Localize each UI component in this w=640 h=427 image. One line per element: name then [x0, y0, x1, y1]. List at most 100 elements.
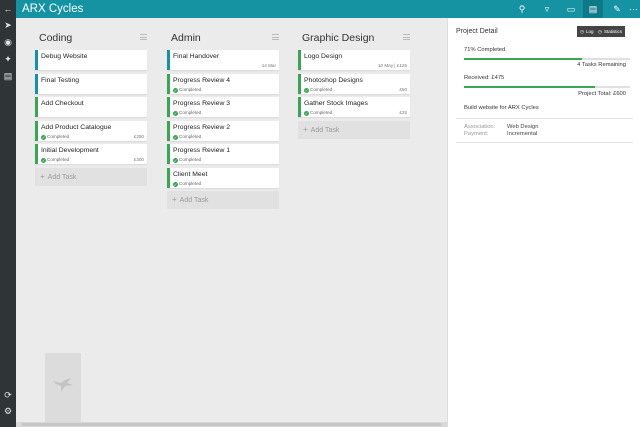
- add-task-label: Add Task: [310, 126, 340, 134]
- add-task-label: Add Task: [179, 197, 209, 204]
- add-task-label: Add Task: [47, 173, 77, 181]
- check-icon: ✓: [173, 181, 178, 187]
- add-task-button[interactable]: + Add Task: [167, 191, 279, 209]
- task-card[interactable]: Final Handover 14 Mar: [167, 50, 279, 70]
- task-status: ✓ Completed: [304, 87, 332, 93]
- received-bar: [464, 86, 630, 88]
- task-status: ✓ Completed: [41, 134, 69, 140]
- history-icon: ◷: [580, 29, 584, 34]
- board-view-icon[interactable]: ▤: [583, 0, 603, 18]
- task-status: ✓ Completed: [173, 87, 201, 93]
- task-meta: £250: [133, 133, 144, 139]
- task-name: Photoshop Designs: [304, 76, 363, 84]
- received-label: Received: £475: [464, 75, 505, 81]
- send-icon[interactable]: ➤: [4, 20, 12, 30]
- task-card[interactable]: Add Product Catalogue ✓ Completed £250: [35, 120, 147, 141]
- pin-icon[interactable]: ✦: [4, 54, 12, 64]
- plus-icon: +: [172, 195, 177, 204]
- statistics-tab-label: Statistics: [603, 29, 622, 34]
- task-status: ✓ Completed: [41, 157, 69, 163]
- task-status-text: Completed: [179, 110, 202, 115]
- payment-value: Incremental: [507, 131, 538, 137]
- hummingbird-icon: [53, 378, 73, 392]
- task-card[interactable]: Progress Review 1 ✓ Completed: [167, 144, 279, 164]
- scrollbar-thumb[interactable]: [22, 423, 441, 426]
- task-status: ✓ Completed: [173, 134, 201, 140]
- gear-icon[interactable]: ⚙: [3, 406, 13, 416]
- task-status-text: Completed: [47, 157, 70, 162]
- association-value: Web Design: [507, 124, 539, 130]
- left-rail: ← ➤ ◉ ✦ ▤ ⟳ ⚙: [0, 0, 16, 427]
- task-name: Progress Review 1: [173, 147, 231, 154]
- task-card[interactable]: Photoshop Designs ✓ Completed £50: [298, 73, 410, 94]
- task-card[interactable]: Add Checkout: [35, 97, 147, 117]
- window-icon[interactable]: ▭: [566, 4, 576, 14]
- check-icon: ✓: [304, 111, 309, 116]
- task-status: ✓ Completed: [173, 181, 201, 187]
- project-detail-panel: Project Detail ◷ Log ◷ Statistics 71% Comp…: [447, 18, 640, 427]
- task-name: Client Meet: [173, 170, 208, 178]
- column-graphic-design: Graphic Design Logo Design 10 May | £125 P…: [298, 32, 410, 139]
- column-menu-icon[interactable]: [140, 34, 147, 40]
- stats-icon: ◷: [598, 29, 602, 34]
- task-card[interactable]: Progress Review 3 ✓ Completed: [167, 97, 279, 117]
- chart-icon[interactable]: ▤: [3, 71, 13, 81]
- panel-title: Project Detail: [456, 28, 498, 35]
- card-list: Logo Design 10 May | £125 Photoshop Design…: [298, 50, 410, 139]
- task-status-text: Completed: [179, 157, 202, 162]
- app-header: ARX Cycles ⚲ ▿ ▭ ▤ ✎ ⋯: [16, 0, 640, 18]
- column-admin: Admin Final Handover 14 Mar Progress Revie…: [167, 32, 279, 209]
- payment-label: Payment:: [464, 131, 489, 137]
- card-list: Final Handover 14 Mar Progress Review 4 ✓ Co…: [167, 50, 279, 209]
- back-icon[interactable]: ←: [3, 4, 13, 14]
- task-meta: £50: [399, 86, 407, 92]
- filter-icon[interactable]: ▿: [544, 4, 550, 14]
- task-card[interactable]: Client Meet ✓ Completed: [167, 167, 279, 188]
- task-name: Progress Review 3: [173, 100, 231, 107]
- add-task-button[interactable]: + Add Task: [35, 167, 147, 186]
- task-name: Final Handover: [173, 53, 220, 60]
- settings-icon[interactable]: ◉: [4, 37, 12, 47]
- plus-icon: +: [303, 124, 308, 134]
- task-name: Add Checkout: [41, 100, 84, 107]
- log-tab[interactable]: ◷ Log: [577, 26, 597, 37]
- task-status-text: Completed: [179, 180, 202, 186]
- task-status-text: Completed: [310, 86, 333, 92]
- board-scrollbar[interactable]: [16, 422, 447, 427]
- statistics-tab[interactable]: ◷ Statistics: [595, 26, 625, 37]
- search-icon[interactable]: ⚲: [518, 4, 526, 14]
- task-card[interactable]: Logo Design 10 May | £125: [298, 50, 410, 70]
- task-card[interactable]: Debug Website: [35, 50, 147, 70]
- completion-bar-fill: [464, 58, 582, 60]
- column-title: Graphic Design: [302, 32, 375, 44]
- task-card[interactable]: Gather Stock Images ✓ Completed £25: [298, 97, 410, 117]
- task-name: Logo Design: [304, 53, 343, 60]
- task-name: Progress Review 4: [173, 76, 231, 84]
- task-card[interactable]: Progress Review 4 ✓ Completed: [167, 73, 279, 94]
- board: Coding Debug Website Final Testing Add Che…: [16, 18, 447, 427]
- column-title: Coding: [39, 32, 73, 44]
- column-coding: Coding Debug Website Final Testing Add Che…: [35, 32, 147, 186]
- column-menu-icon[interactable]: [403, 34, 410, 40]
- task-card[interactable]: Final Testing: [35, 73, 147, 94]
- more-icon[interactable]: ⋯: [629, 4, 638, 14]
- task-meta: 10 May | £125: [377, 63, 407, 68]
- task-card[interactable]: Initial Development ✓ Completed £300: [35, 144, 147, 164]
- column-title: Admin: [171, 32, 201, 44]
- column-menu-icon[interactable]: [272, 34, 279, 40]
- received-bar-fill: [464, 86, 596, 88]
- app-title: ARX Cycles: [22, 3, 84, 15]
- card-list: Debug Website Final Testing Add Checkout Ad…: [35, 50, 147, 186]
- check-icon: ✓: [173, 111, 178, 116]
- add-task-button[interactable]: + Add Task: [298, 120, 410, 139]
- task-status-text: Completed: [179, 86, 202, 92]
- task-status: ✓ Completed: [304, 110, 332, 116]
- task-card[interactable]: Progress Review 2 ✓ Completed: [167, 120, 279, 141]
- tasks-remaining: 4 Tasks Remaining: [577, 62, 626, 68]
- divider: [456, 118, 633, 119]
- edit-icon[interactable]: ✎: [613, 4, 621, 14]
- task-name: Progress Review 2: [173, 123, 231, 131]
- check-icon: ✓: [304, 87, 309, 93]
- hummingbird-logo: [45, 353, 81, 423]
- sync-icon[interactable]: ⟳: [4, 390, 12, 400]
